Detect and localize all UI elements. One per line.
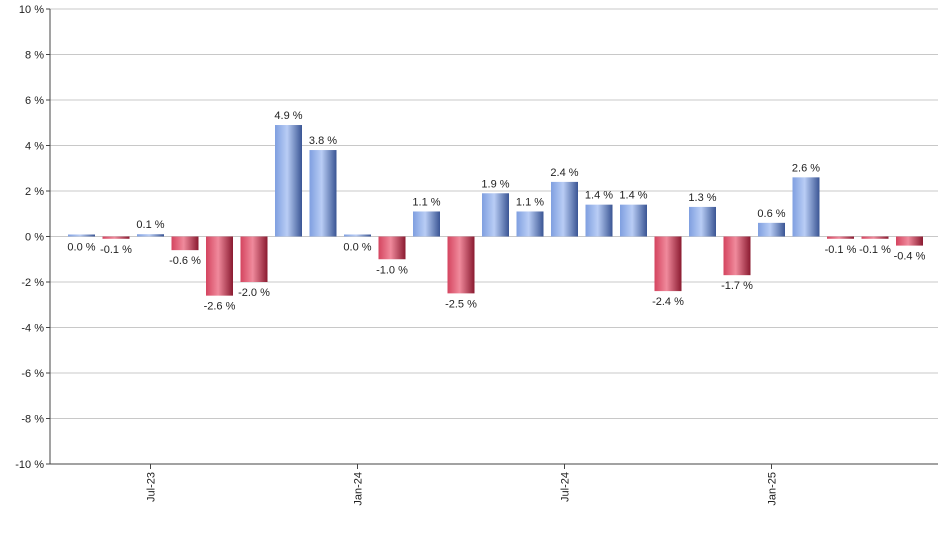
- data-label: -2.4 %: [652, 296, 684, 308]
- bar-May-23: [68, 234, 95, 237]
- data-label: 0.0 %: [343, 242, 371, 254]
- bar-Aug-24: [585, 204, 613, 237]
- data-label: 1.3 %: [688, 192, 716, 204]
- bar-Jan-24: [344, 234, 371, 237]
- data-label: 1.9 %: [481, 178, 509, 190]
- y-tick-label: -4 %: [21, 323, 44, 335]
- y-tick-label: 10 %: [19, 4, 44, 16]
- data-label: 2.4 %: [550, 167, 578, 179]
- bar-Dec-23: [309, 150, 337, 237]
- bars: [68, 125, 923, 296]
- y-tick-label: -10 %: [15, 459, 44, 471]
- data-labels: 0.0 % -0.1 % 0.1 % -0.6 % -2.6 %-2.0 % 4.9 % 3…: [67, 110, 925, 313]
- data-label: 4.9 %: [274, 110, 302, 122]
- data-label: 3.8 %: [309, 135, 337, 147]
- bar-Jun-24: [516, 211, 544, 237]
- y-tick-label: 0 %: [25, 232, 44, 244]
- data-label: 1.4 %: [585, 190, 613, 202]
- bar-Jan-25: [758, 222, 785, 237]
- bar-Oct-24: [654, 236, 682, 292]
- bar-Sep-24: [620, 204, 647, 237]
- y-tick-label: 4 %: [25, 141, 44, 153]
- data-label: 1.1 %: [516, 196, 544, 208]
- bar-Feb-24: [378, 236, 406, 260]
- data-label: -2.5 %: [445, 298, 477, 310]
- y-tick-label: 6 %: [25, 95, 44, 107]
- x-tick-label: Jul-24: [560, 472, 572, 502]
- bar-Dec-24: [723, 236, 751, 276]
- data-label: 0.1 %: [136, 219, 164, 231]
- data-label: -0.1 %: [859, 244, 891, 256]
- data-label: -2.0 %: [238, 287, 270, 299]
- data-label: 0.6 %: [757, 208, 785, 220]
- data-label: -0.1 %: [825, 244, 857, 256]
- data-label: 0.0 %: [67, 242, 95, 254]
- data-label: -0.1 %: [100, 244, 132, 256]
- data-label: -2.6 %: [204, 301, 236, 313]
- bar-May-25: [896, 236, 923, 246]
- data-label: -1.0 %: [376, 264, 408, 276]
- bar-Jul-23: [137, 234, 164, 237]
- y-tick-label: 2 %: [25, 186, 44, 198]
- y-axis-ticks: 10 % 8 % 6 % 4 % 2 % 0 % -2 % -4 % -6 % -8 % -10 %: [15, 4, 50, 471]
- bar-Apr-24: [447, 236, 475, 294]
- data-label: 1.1 %: [412, 196, 440, 208]
- x-tick-label: Jan-24: [353, 472, 365, 506]
- bar-Nov-24: [689, 206, 716, 237]
- y-tick-label: -6 %: [21, 368, 44, 380]
- data-label: -0.6 %: [169, 255, 201, 267]
- bar-Aug-23: [171, 236, 199, 251]
- bar-May-24: [482, 193, 509, 237]
- axes: [49, 9, 938, 465]
- data-label: -1.7 %: [721, 280, 753, 292]
- y-tick-label: -8 %: [21, 414, 44, 426]
- bar-Nov-23: [275, 125, 302, 237]
- data-label: 2.6 %: [792, 162, 820, 174]
- bar-Apr-25: [861, 236, 889, 239]
- bar-Mar-24: [413, 211, 440, 237]
- bar-Oct-23: [240, 236, 268, 282]
- data-label: 1.4 %: [619, 190, 647, 202]
- bar-Mar-25: [827, 236, 854, 239]
- x-axis-ticks: Jul-23 Jan-24 Jul-24 Jan-25: [146, 464, 779, 506]
- y-tick-label: 8 %: [25, 50, 44, 62]
- bar-Jun-23: [102, 236, 130, 239]
- x-tick-label: Jan-25: [767, 472, 779, 506]
- x-tick-label: Jul-23: [146, 472, 158, 502]
- y-tick-label: -2 %: [21, 277, 44, 289]
- bar-Feb-25: [792, 177, 820, 237]
- bar-Jul-24: [551, 181, 578, 237]
- data-label: -0.4 %: [894, 251, 926, 263]
- bar-Sep-23: [206, 236, 233, 296]
